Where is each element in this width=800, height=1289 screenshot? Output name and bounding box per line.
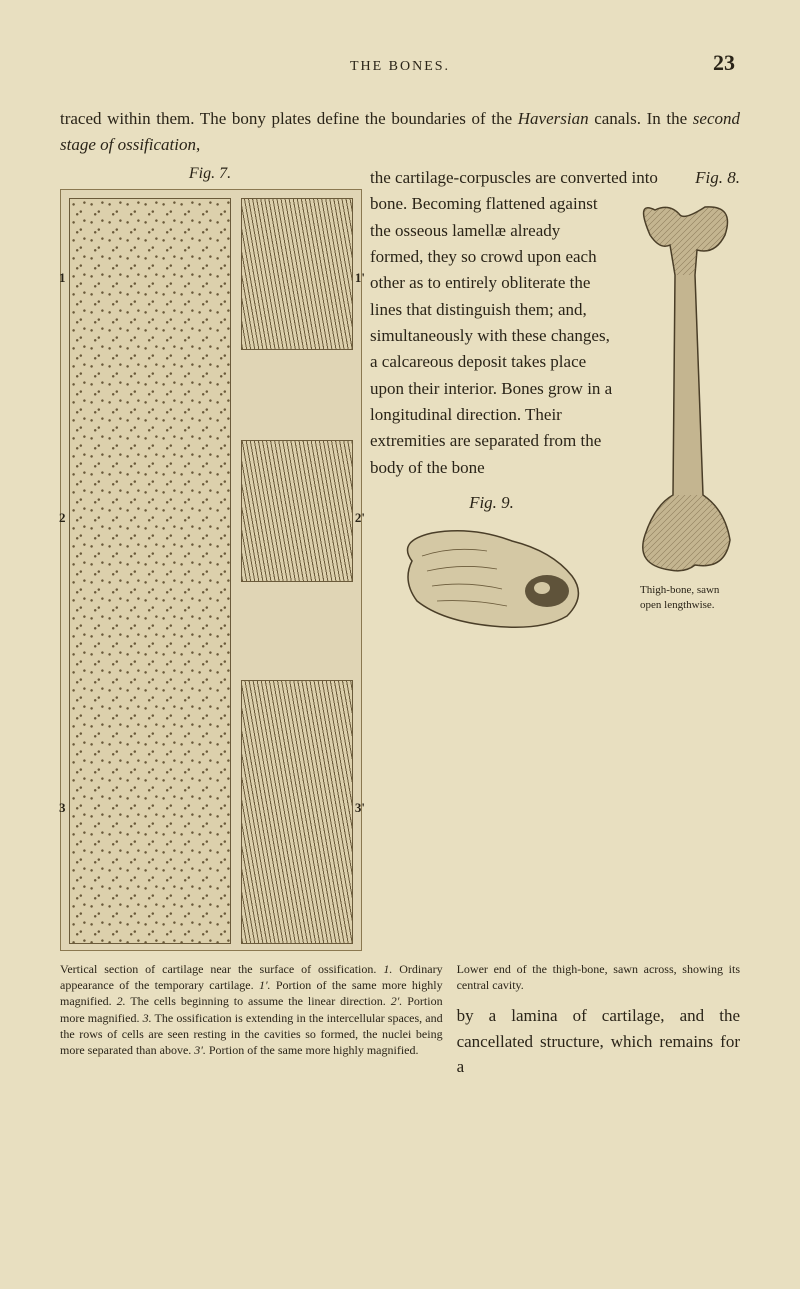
caption-left: Vertical section of cartilage near the s… <box>60 961 443 1080</box>
figure-7-marker-1: 1 <box>59 270 66 286</box>
figure-7-marker-2p: 2' <box>355 510 365 526</box>
figure-7-detail-2 <box>241 440 353 582</box>
figure-7-main-panel <box>69 198 231 944</box>
intro-text-3: , <box>196 135 200 154</box>
right-column: Fig. 8. Thigh-bone, sawn open lengthwise… <box>370 165 740 951</box>
page-header: THE BONES. 23 <box>60 50 740 76</box>
cap-i1: 1. <box>383 962 392 976</box>
figure-7-caption: Vertical section of cartilage near the s… <box>60 961 740 1080</box>
figure-7-marker-3: 3 <box>59 800 66 816</box>
cap-t7: Portion of the same more highly magnifie… <box>206 1043 419 1057</box>
cap-i1p: 1'. <box>259 978 271 992</box>
figure-7-marker-1p: 1' <box>355 270 365 286</box>
cap-t1: Vertical section of cartilage near the s… <box>60 962 383 976</box>
caption-right: Lower end of the thigh-bone, sawn across… <box>457 961 740 1080</box>
content-area: traced within them. The bony plates defi… <box>60 106 740 1080</box>
cap-i2p: 2'. <box>391 994 403 1008</box>
figure-9-bone-end <box>392 521 592 641</box>
wrapped-body-text: Fig. 8. Thigh-bone, sawn open lengthwise… <box>370 165 740 481</box>
cap-i3p: 3'. <box>194 1043 206 1057</box>
intro-text-2: canals. In the <box>589 109 693 128</box>
cap-i2: 2. <box>117 994 126 1008</box>
body-paragraph-1: the cartilage-corpuscles are converted i… <box>370 168 658 477</box>
figure-8-label: Fig. 8. <box>695 165 740 191</box>
figure-9-caption: Lower end of the thigh-bone, sawn across… <box>457 961 740 993</box>
figure-7-detail-1 <box>241 198 353 350</box>
figure-7-marker-2: 2 <box>59 510 66 526</box>
page-number: 23 <box>695 50 735 76</box>
running-title: THE BONES. <box>105 59 695 75</box>
figure-7-label: Fig. 7. <box>60 165 360 183</box>
figure-7-marker-3p: 3' <box>355 800 365 816</box>
figure-8-thighbone <box>625 195 740 575</box>
figure-8-caption: Thigh-bone, sawn open lengthwise. <box>640 583 740 612</box>
figure-7-illustration: 1 2 3 1' 2' 3' <box>60 189 362 951</box>
intro-paragraph: traced within them. The bony plates defi… <box>60 106 740 157</box>
figure-7-detail-3 <box>241 680 353 944</box>
haversian-term: Haversian <box>518 109 589 128</box>
cap-i3: 3. <box>143 1011 152 1025</box>
cap-t4: The cells beginning to assume the linear… <box>126 994 391 1008</box>
intro-text-1: traced within them. The bony plates defi… <box>60 109 518 128</box>
body-continuation: by a lamina of cartilage, and the cancel… <box>457 1003 740 1080</box>
figure-7-column: Fig. 7. 1 2 3 1' 2' 3' <box>60 165 360 951</box>
